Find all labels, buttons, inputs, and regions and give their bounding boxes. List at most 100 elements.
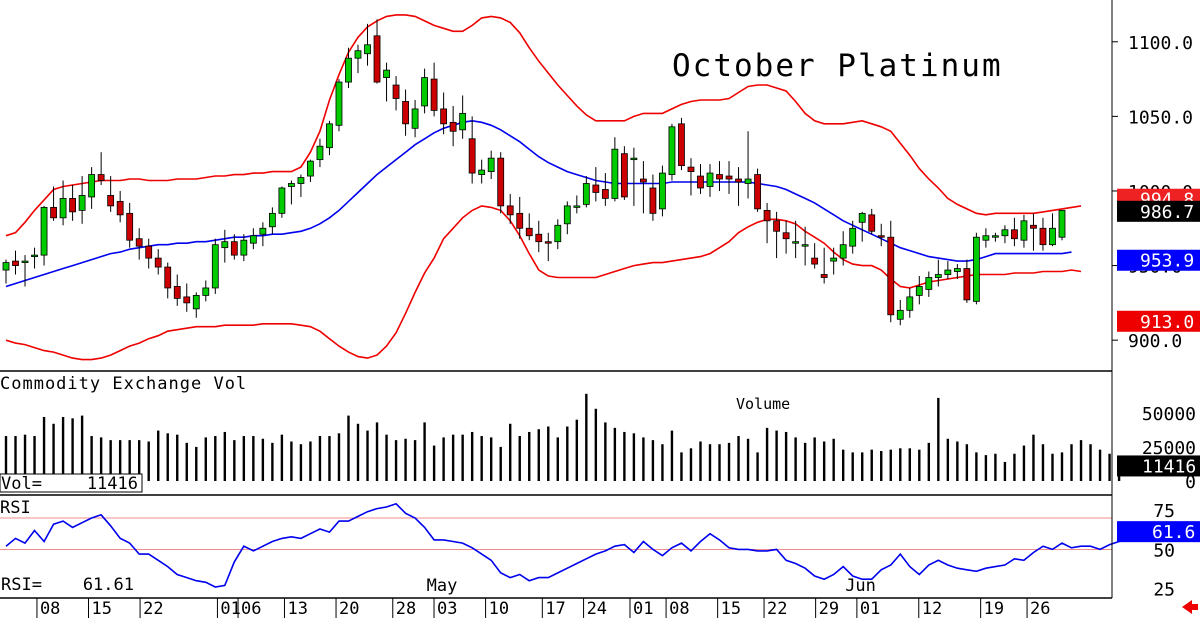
day-tick-label: 10	[489, 599, 509, 618]
volume-bar	[271, 442, 274, 481]
volume-bar	[518, 436, 521, 481]
volume-tick-label: 0	[1185, 472, 1196, 493]
volume-bar	[413, 440, 417, 481]
price-tick-label: 1050.0	[1128, 107, 1193, 128]
volume-bar	[727, 442, 731, 481]
candle-body	[896, 309, 904, 320]
volume-bar	[204, 437, 207, 481]
volume-bar	[841, 449, 845, 481]
candle-body	[1001, 229, 1009, 237]
volume-bar	[556, 437, 559, 481]
volume-bar	[509, 423, 512, 481]
candle-body	[259, 227, 267, 235]
price-tag-box	[1117, 200, 1200, 222]
candle-body	[697, 175, 704, 189]
candle-body	[811, 257, 819, 265]
candle-body	[402, 101, 409, 125]
volume-bar	[880, 451, 883, 481]
candle-body	[50, 206, 57, 219]
rsi-tick-label: 50	[1153, 540, 1175, 561]
day-tick-label: 20	[339, 599, 359, 618]
rsi-readout-label: RSI=	[1, 575, 42, 595]
day-tick-label: 01	[633, 599, 653, 618]
volume-bar	[1098, 449, 1102, 481]
candle-body	[535, 233, 543, 243]
candle-body	[40, 206, 48, 256]
candle-body	[307, 160, 314, 177]
price-tag-label: 953.9	[1140, 251, 1194, 272]
volume-bar	[14, 436, 17, 481]
candle-body	[487, 157, 495, 172]
volume-bar	[708, 444, 712, 481]
candle-body	[544, 241, 552, 244]
volume-bar	[442, 437, 445, 481]
volume-bar	[52, 423, 55, 481]
volume-bar	[889, 449, 892, 481]
candle-body	[649, 187, 657, 214]
candle-body	[934, 274, 942, 278]
volume-bar	[451, 434, 455, 481]
volume-bar	[318, 436, 322, 481]
day-tick-label: 15	[721, 599, 741, 618]
candle-body	[716, 174, 723, 180]
candle-body	[573, 205, 581, 208]
volume-bar	[861, 452, 864, 481]
candle-body	[687, 166, 695, 172]
volume-bar	[128, 440, 131, 481]
candle-body	[620, 153, 628, 198]
candle-body	[525, 227, 533, 237]
candle-body	[640, 178, 647, 183]
back-arrow-icon[interactable]	[1182, 600, 1198, 614]
volume-bar	[223, 431, 227, 481]
volume-bar	[1013, 453, 1016, 481]
volume-bar	[994, 453, 997, 481]
candle-body	[459, 112, 467, 131]
day-tick-label: 22	[767, 599, 787, 618]
volume-bar	[480, 436, 483, 481]
volume-bar	[404, 438, 407, 481]
volume-bar	[594, 408, 598, 481]
volume-bar	[965, 444, 969, 481]
day-tick-label: 29	[819, 599, 839, 618]
volume-bar	[118, 440, 122, 481]
volume-bar	[61, 416, 65, 481]
candle-body	[316, 145, 324, 161]
day-tick-label: 24	[587, 599, 607, 618]
volume-bar	[746, 438, 750, 481]
volume-panel-title: Commodity Exchange Vol	[0, 374, 247, 394]
volume-bar	[137, 440, 141, 481]
volume-bar	[499, 446, 502, 481]
volume-readout-label: Vol=	[1, 474, 42, 494]
rsi-tick-label: 25	[1153, 580, 1175, 601]
candle-body	[249, 235, 257, 244]
candle-body	[326, 123, 333, 149]
volume-series-label: Volume	[736, 395, 790, 413]
volume-bar	[99, 437, 103, 481]
volume-bar	[375, 422, 379, 481]
candle-body	[335, 81, 343, 126]
volume-bar	[23, 434, 27, 481]
candle-body	[164, 266, 172, 289]
volume-bar	[604, 422, 607, 481]
volume-bar	[613, 427, 617, 481]
upper-band-line	[5, 14, 1082, 237]
volume-bar	[90, 436, 93, 481]
day-tick-label: 15	[92, 599, 112, 618]
volume-bar	[680, 452, 683, 481]
day-tick-label: 08	[40, 599, 60, 618]
volume-bar	[299, 444, 303, 481]
volume-bar	[642, 437, 645, 481]
candle-body	[706, 172, 714, 187]
volume-bar	[4, 436, 8, 481]
volume-bar	[176, 434, 179, 481]
candle-body	[782, 232, 790, 240]
volume-bar	[956, 441, 959, 481]
candle-body	[12, 260, 19, 266]
volume-bar	[975, 452, 978, 481]
candle-body	[268, 212, 276, 228]
candle-body	[906, 296, 914, 311]
candle-body	[858, 212, 866, 223]
candle-body	[411, 108, 419, 129]
axes-frame	[0, 0, 1113, 599]
